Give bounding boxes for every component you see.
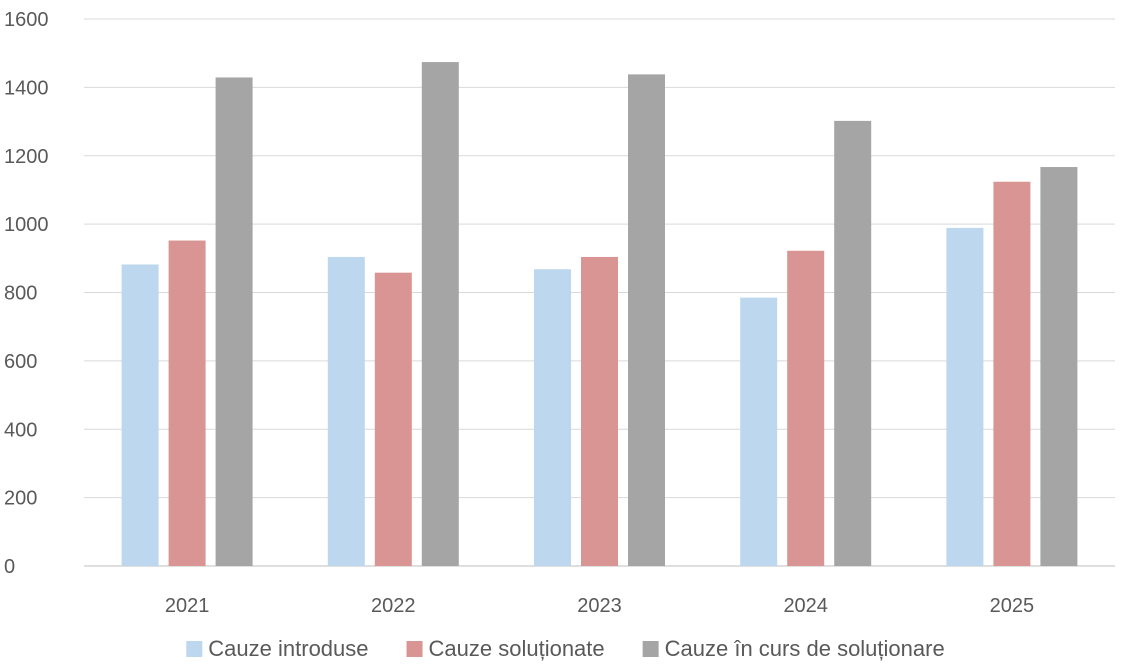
bar-2025-series-1 — [993, 181, 1031, 567]
bar-2023-series-0 — [534, 269, 571, 566]
bar-2022-series-1 — [374, 272, 412, 566]
bar-2021-series-2 — [215, 77, 253, 566]
y-tick-label: 0 — [4, 556, 15, 578]
y-tick-label: 1000 — [4, 214, 49, 236]
y-tick-label: 800 — [4, 283, 37, 305]
x-tick-label: 2022 — [371, 595, 416, 617]
x-axis-ticks: 2021 2022 2023 2024 2025 — [165, 595, 1034, 617]
x-tick-label: 2023 — [577, 595, 622, 617]
bar-2022-series-0 — [327, 256, 365, 566]
y-tick-label: 200 — [4, 488, 37, 510]
legend-label: Cauze introduse — [208, 636, 368, 661]
y-tick-label: 400 — [4, 419, 37, 441]
legend-swatch — [186, 641, 203, 657]
legend-label: Cauze în curs de soluționare — [665, 636, 945, 661]
legend-item: Cauze soluționate — [406, 636, 605, 661]
x-tick-label: 2021 — [165, 595, 210, 617]
y-axis-ticks: 0 200 400 600 800 1000 1200 1400 1600 — [4, 9, 49, 578]
bars — [121, 62, 1078, 567]
x-tick-label: 2025 — [990, 595, 1035, 617]
bar-2024-series-2 — [834, 120, 872, 566]
legend: Cauze introduse Cauze soluționate Cauze în… — [186, 636, 945, 661]
bar-2023-series-2 — [628, 74, 665, 566]
bar-2024-series-1 — [787, 250, 825, 566]
legend-swatch — [406, 641, 423, 657]
bar-2022-series-2 — [421, 62, 459, 567]
y-tick-label: 600 — [4, 351, 37, 373]
x-tick-label: 2024 — [783, 595, 828, 617]
legend-item: Cauze introduse — [186, 636, 369, 661]
y-tick-label: 1600 — [4, 9, 49, 31]
bar-2021-series-0 — [121, 264, 159, 566]
bar-2023-series-1 — [581, 256, 618, 566]
y-tick-label: 1400 — [4, 77, 49, 99]
bar-2025-series-2 — [1040, 167, 1078, 567]
bar-2024-series-0 — [740, 297, 778, 566]
legend-swatch — [642, 641, 659, 657]
bar-2025-series-0 — [946, 227, 984, 566]
y-tick-label: 1200 — [4, 146, 49, 168]
bar-2021-series-1 — [168, 240, 206, 566]
legend-label: Cauze soluționate — [429, 636, 605, 661]
legend-item: Cauze în curs de soluționare — [642, 636, 945, 661]
